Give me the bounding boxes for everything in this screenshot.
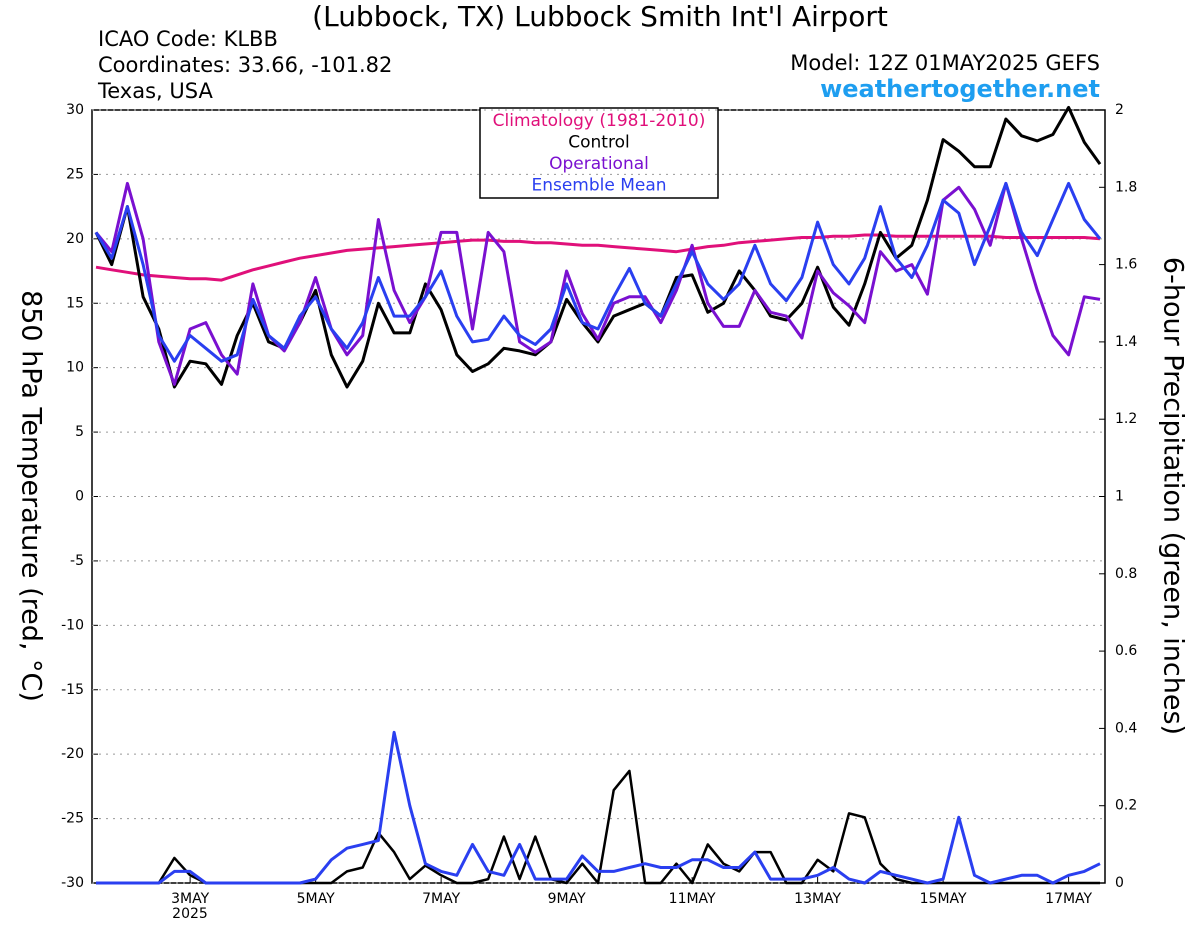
year-label: 2025 (172, 906, 208, 922)
y2-tick-label: 0.4 (1115, 720, 1137, 736)
y2-axis-label: 6-hour Precipitation (green, inches) (1158, 257, 1189, 735)
x-tick-label: 7MAY (422, 891, 460, 907)
x-tick-label: 17MAY (1045, 891, 1092, 907)
y-tick-label: -30 (61, 875, 84, 891)
chart-title: (Lubbock, TX) Lubbock Smith Int'l Airpor… (312, 0, 888, 33)
y-axis-label: 850 hPa Temperature (red, °C) (16, 290, 47, 702)
y-tick-label: -10 (61, 617, 84, 633)
y2-tick-label: 0 (1115, 875, 1124, 891)
y-tick-label: 5 (75, 424, 84, 440)
series-line (96, 730, 1101, 885)
x-tick-label: 9MAY (548, 891, 586, 907)
legend-entry: Climatology (1981-2010) (493, 111, 706, 131)
y2-tick-label: 0.8 (1115, 566, 1137, 582)
series-line (94, 181, 1101, 386)
legend-box (479, 107, 719, 199)
series-line (96, 769, 1100, 885)
legend-entry: Ensemble Mean (531, 176, 666, 196)
series-line (94, 181, 1102, 363)
y2-tick-label: 1 (1115, 489, 1124, 505)
series-line (95, 233, 1101, 282)
y-tick-label: 15 (66, 295, 84, 311)
model-label: Model: 12Z 01MAY2025 GEFS (790, 51, 1100, 75)
y-tick-label: 10 (66, 360, 84, 376)
y-tick-label: 25 (66, 166, 84, 182)
y-tick-label: 30 (66, 102, 84, 118)
y2-tick-label: 2 (1115, 102, 1124, 118)
y2-tick-label: 0.6 (1115, 643, 1137, 659)
x-tick-label: 15MAY (920, 891, 967, 907)
info-line: ICAO Code: KLBB (98, 27, 278, 51)
x-tick-label: 13MAY (794, 891, 841, 907)
legend-entry: Operational (549, 154, 649, 174)
x-tick-label: 5MAY (297, 891, 335, 907)
series-line (94, 105, 1102, 389)
y2-tick-label: 1.2 (1115, 411, 1137, 427)
y-tick-label: 20 (66, 231, 84, 247)
info-line: Coordinates: 33.66, -101.82 (98, 53, 392, 77)
legend-entry: Control (568, 133, 629, 153)
website: weathertogether.net (820, 75, 1100, 103)
y-tick-label: -15 (61, 682, 84, 698)
info-line: Texas, USA (97, 79, 213, 103)
y2-tick-label: 0.2 (1115, 798, 1137, 814)
y-tick-label: -5 (70, 553, 84, 569)
y2-tick-label: 1.6 (1115, 257, 1137, 273)
y-tick-label: 0 (75, 489, 84, 505)
y2-tick-label: 1.8 (1115, 179, 1137, 195)
x-tick-label: 3MAY (171, 891, 209, 907)
y-tick-label: -20 (61, 746, 84, 762)
y-tick-label: -25 (61, 811, 84, 827)
x-tick-label: 11MAY (669, 891, 716, 907)
y2-tick-label: 1.4 (1115, 334, 1137, 350)
